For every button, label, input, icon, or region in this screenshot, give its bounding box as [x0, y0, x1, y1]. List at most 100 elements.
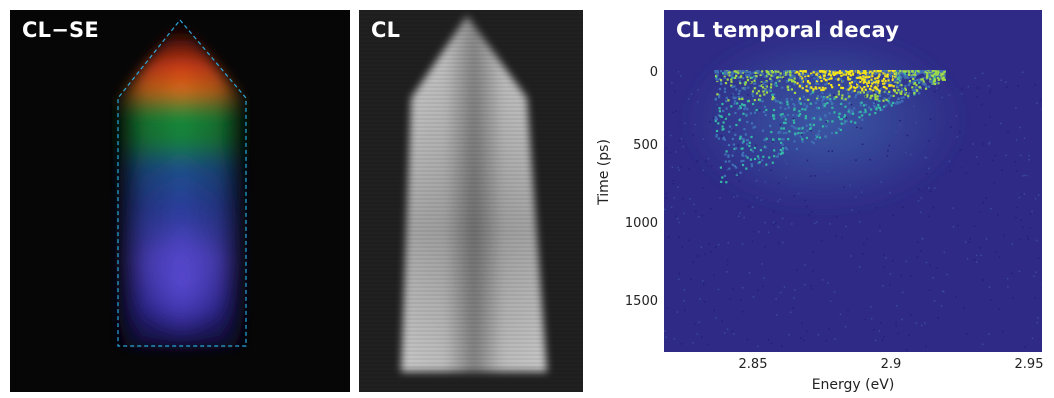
- noise-pixel: [806, 159, 809, 162]
- heatmap-pixel: [873, 105, 877, 108]
- heatmap-pixel: [818, 136, 821, 139]
- noise-pixel: [788, 334, 790, 336]
- noise-pixel: [925, 345, 927, 348]
- noise-pixel: [989, 89, 992, 92]
- heatmap-pixel: [859, 75, 862, 79]
- noise-pixel: [715, 246, 717, 249]
- heatmap-pixel: [907, 96, 910, 99]
- noise-pixel: [786, 152, 788, 154]
- heatmap-pixel: [822, 102, 825, 105]
- noise-pixel: [1002, 330, 1004, 332]
- noise-pixel: [701, 214, 704, 217]
- heatmap-pixel: [856, 76, 859, 79]
- noise-pixel: [1031, 337, 1034, 340]
- heatmap-pixel: [717, 114, 720, 117]
- heatmap-pixel: [787, 106, 790, 109]
- heatmap-pixel: [824, 71, 827, 74]
- heatmap-pixel: [878, 89, 881, 93]
- heatmap-pixel: [718, 110, 721, 113]
- noise-pixel: [781, 217, 784, 220]
- noise-pixel: [761, 263, 763, 265]
- heatmap-pixel: [843, 71, 846, 74]
- heatmap-pixel: [896, 70, 899, 73]
- heatmap-pixel: [781, 138, 784, 141]
- noise-pixel: [864, 83, 867, 85]
- heatmap-pixel: [858, 76, 861, 79]
- noise-pixel: [670, 134, 672, 137]
- heatmap-pixel: [746, 100, 750, 103]
- heatmap-pixel: [735, 74, 738, 77]
- noise-pixel: [664, 208, 666, 211]
- heatmap-pixel: [820, 79, 823, 83]
- heatmap-pixel: [768, 156, 771, 159]
- noise-pixel: [892, 91, 894, 93]
- heatmap-pixel: [887, 79, 890, 82]
- heatmap-pixel: [725, 107, 728, 110]
- noise-pixel: [933, 187, 936, 189]
- noise-pixel: [671, 166, 674, 168]
- heatmap-pixel: [731, 72, 735, 75]
- heatmap-pixel: [885, 70, 888, 73]
- noise-pixel: [879, 130, 882, 133]
- heatmap-pixel: [805, 89, 808, 92]
- heatmap-pixel: [918, 86, 921, 89]
- heatmap-pixel: [877, 79, 880, 82]
- heatmap-pixel: [922, 70, 925, 73]
- heatmap-pixel: [900, 76, 903, 79]
- noise-pixel: [850, 103, 853, 106]
- heatmap-pixel: [900, 70, 903, 73]
- heatmap-pixel: [926, 72, 929, 75]
- heatmap-pixel: [740, 160, 743, 163]
- heatmap-pixel: [766, 73, 769, 76]
- heatmap-pixel: [886, 74, 889, 77]
- heatmap-pixel: [763, 93, 766, 96]
- heatmap-pixel: [787, 138, 790, 141]
- heatmap-pixel: [936, 76, 939, 80]
- heatmap-pixel: [735, 166, 738, 169]
- heatmap-pixel: [824, 87, 827, 90]
- heatmap-pixel: [831, 120, 834, 123]
- noise-pixel: [916, 256, 919, 258]
- heatmap-pixel: [848, 72, 851, 75]
- noise-pixel: [1015, 216, 1017, 219]
- heatmap-pixel: [847, 110, 850, 113]
- heatmap-pixel: [723, 75, 726, 78]
- heatmap-pixel: [904, 91, 907, 94]
- heatmap-pixel: [718, 87, 721, 91]
- noise-pixel: [747, 94, 749, 96]
- heatmap-pixel: [727, 154, 730, 157]
- heatmap-pixel: [774, 100, 777, 103]
- heatmap-pixel: [902, 70, 905, 73]
- heatmap-pixel: [933, 73, 936, 76]
- heatmap-pixel: [810, 86, 813, 89]
- heatmap-pixel: [799, 72, 803, 75]
- y-tick-500: 500: [633, 138, 658, 153]
- noise-pixel: [800, 83, 802, 85]
- heatmap-pixel: [937, 78, 940, 81]
- noise-pixel: [1015, 107, 1017, 109]
- noise-pixel: [858, 210, 861, 213]
- noise-pixel: [977, 163, 980, 165]
- heatmap-pixel: [744, 83, 747, 86]
- heatmap-pixel: [764, 84, 767, 87]
- heatmap-pixel: [796, 82, 799, 85]
- noise-pixel: [736, 195, 738, 197]
- noise-pixel: [767, 231, 770, 234]
- noise-pixel: [671, 82, 673, 84]
- heatmap-pixel: [793, 77, 796, 80]
- noise-pixel: [955, 115, 958, 117]
- noise-pixel: [664, 330, 666, 332]
- heatmap-pixel: [880, 87, 883, 90]
- heatmap-pixel: [753, 157, 757, 161]
- heatmap-pixel: [746, 120, 749, 124]
- heatmap-pixel: [877, 81, 880, 84]
- noise-pixel: [899, 124, 901, 126]
- noise-pixel: [943, 251, 946, 254]
- noise-pixel: [682, 198, 684, 200]
- heatmap-pixel: [932, 78, 935, 81]
- heatmap-pixel: [892, 85, 895, 88]
- noise-pixel: [723, 332, 726, 334]
- heatmap-pixel: [801, 138, 804, 141]
- noise-pixel: [829, 299, 832, 302]
- heatmap-pixel: [913, 75, 917, 78]
